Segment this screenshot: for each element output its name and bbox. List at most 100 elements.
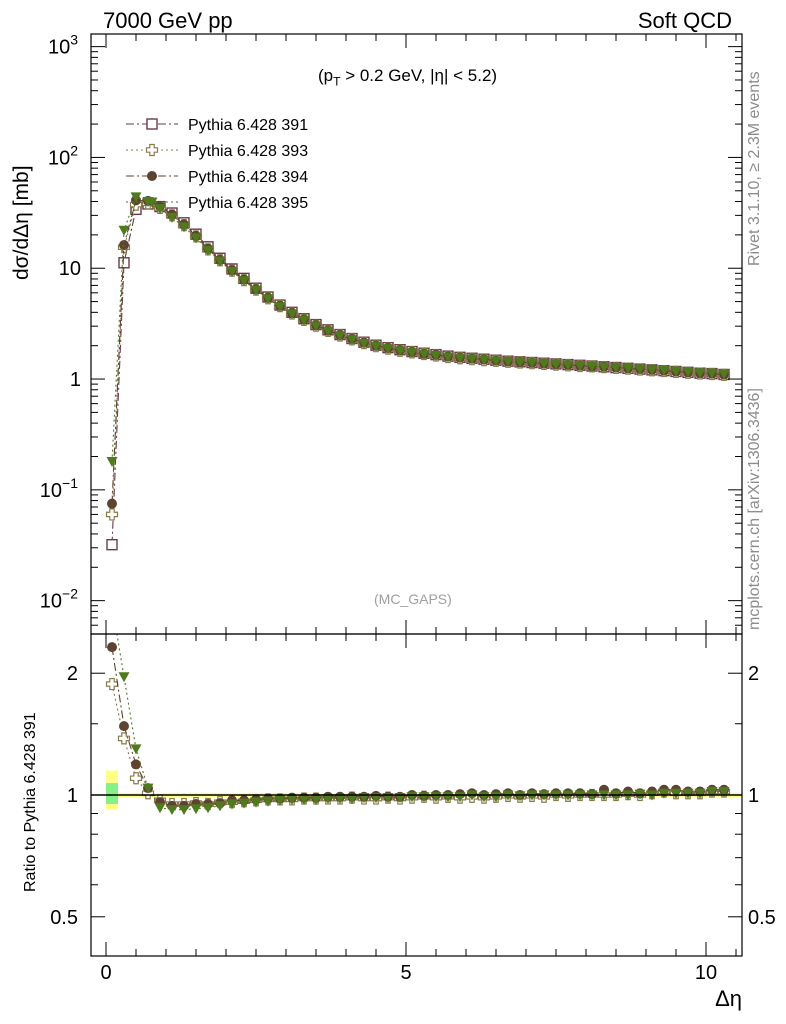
legend: Pythia 6.428 391 Pythia 6.428 393 Pythia 6…: [126, 117, 308, 212]
main-point-6-428-395: [514, 357, 526, 368]
legend-entry: Pythia 6.428 395: [126, 195, 308, 212]
main-point-6-428-395: [166, 212, 178, 223]
ratio-y-tick-label-right: 0.5: [748, 907, 776, 929]
main-series-6-428-391: [106, 198, 730, 551]
main-point-6-428-395: [418, 349, 430, 360]
main-point-6-428-395: [274, 302, 286, 313]
analysis-watermark: (MC_GAPS): [374, 591, 452, 607]
ratio-panel-frame: [90, 633, 743, 957]
main-y-tick-label: 102: [48, 142, 78, 169]
ratio-y-tick-label-right: 2: [748, 663, 759, 685]
ratio-point-6-428-395: [154, 803, 166, 814]
main-point-6-428-395: [238, 276, 250, 287]
legend-marker: [146, 197, 158, 208]
main-point-6-428-395: [718, 369, 730, 380]
main-line-6-428-391: [111, 203, 725, 545]
main-point-6-428-395: [562, 360, 574, 371]
main-point-6-428-395: [202, 245, 214, 256]
main-point-6-428-395: [574, 361, 586, 372]
main-series-6-428-395: [106, 192, 730, 468]
main-line-6-428-395: [111, 196, 725, 462]
legend-label: Pythia 6.428 395: [188, 195, 308, 212]
ratio-point-6-428-395: [274, 795, 286, 806]
ratio-point-6-428-393: [129, 772, 143, 785]
main-point-6-428-395: [154, 204, 166, 215]
main-y-axis-label: dσ/dΔη [mb]: [10, 165, 33, 280]
main-point-6-428-395: [190, 233, 202, 244]
main-series-6-428-393: [105, 197, 731, 521]
main-point-6-428-395: [406, 348, 418, 359]
main-panel-series: [105, 192, 731, 551]
main-point-6-428-395: [526, 358, 538, 369]
ratio-point-6-428-395: [514, 791, 526, 802]
ratio-point-6-428-395: [166, 805, 178, 816]
main-point-6-428-395: [442, 352, 454, 363]
main-point-6-428-395: [694, 368, 706, 379]
ratio-line-6-428-393: [111, 683, 724, 805]
ratio-x-tick-label: 0: [100, 962, 111, 984]
ratio-point-6-428-395: [310, 794, 322, 805]
ratio-point-6-428-395: [670, 788, 682, 799]
main-y-tick-label: 103: [48, 32, 78, 59]
main-point-6-428-395: [394, 346, 406, 357]
main-point-6-428-395: [682, 367, 694, 378]
main-point-6-428-395: [466, 354, 478, 365]
main-y-tick-label: 10−1: [40, 475, 78, 502]
energy-label: 7000 GeV pp: [103, 8, 233, 33]
main-point-6-428-395: [622, 363, 634, 374]
legend-label: Pythia 6.428 393: [188, 143, 308, 160]
main-point-6-428-395: [286, 309, 298, 320]
main-point-6-428-395: [358, 338, 370, 349]
ratio-y-tick-label: 0.5: [50, 907, 78, 929]
ratio-x-tick-label: 10: [695, 962, 717, 984]
ratio-point-6-428-395: [178, 805, 190, 816]
mcplots-credit-label: mcplots.cern.ch [arXiv:1306.3436]: [746, 388, 763, 630]
main-point-6-428-395: [214, 256, 226, 267]
ratio-panel-series: [105, 634, 731, 816]
ratio-point-6-428-395: [214, 801, 226, 812]
ratio-series-6-428-395: [116, 634, 730, 816]
ratio-point-6-428-395: [262, 796, 274, 807]
uncertainty-band-green: [106, 783, 118, 805]
ratio-point-6-428-394: [107, 642, 117, 653]
legend-entry: Pythia 6.428 393: [126, 143, 308, 160]
main-point-6-428-395: [262, 294, 274, 305]
main-point-6-428-395: [550, 359, 562, 370]
rivet-version-label: Rivet 3.1.10, ≥ 2.3M events: [746, 71, 763, 266]
ratio-y-tick-label: 2: [67, 663, 78, 685]
ratio-point-6-428-395: [130, 744, 142, 755]
ratio-point-6-428-395: [142, 783, 154, 794]
ratio-point-6-428-395: [322, 794, 334, 805]
main-point-6-428-395: [298, 315, 310, 326]
ratio-x-tick-label: 5: [400, 962, 411, 984]
main-point-6-428-395: [178, 222, 190, 233]
ratio-point-6-428-395: [682, 788, 694, 799]
main-point-6-428-395: [310, 321, 322, 332]
main-y-tick-label: 1: [70, 369, 81, 391]
main-point-6-428-395: [634, 364, 646, 375]
ratio-point-6-428-395: [250, 797, 262, 808]
main-point-6-428-395: [586, 361, 598, 372]
main-point-6-428-395: [610, 363, 622, 374]
main-point-6-428-395: [226, 266, 238, 277]
ratio-point-6-428-395: [706, 787, 718, 798]
ratio-point-6-428-395: [718, 787, 730, 798]
main-point-6-428-393: [105, 508, 119, 521]
ratio-point-6-428-393: [117, 732, 131, 745]
legend-marker: [146, 118, 158, 130]
main-point-6-428-395: [670, 366, 682, 377]
cuts-label: (pT > 0.2 GeV, |η| < 5.2): [318, 66, 498, 89]
main-point-6-428-395: [490, 356, 502, 367]
main-point-6-428-391: [106, 538, 118, 551]
main-point-6-428-395: [430, 351, 442, 362]
main-point-6-428-395: [118, 225, 130, 236]
main-point-6-428-395: [250, 285, 262, 296]
main-point-6-428-395: [538, 359, 550, 370]
ratio-point-6-428-395: [238, 798, 250, 809]
ratio-point-6-428-395: [202, 803, 214, 814]
ratio-point-6-428-393: [105, 677, 119, 691]
ratio-line-6-428-395: [116, 634, 724, 811]
main-point-6-428-395: [106, 457, 118, 468]
legend-entry: Pythia 6.428 394: [126, 169, 308, 186]
